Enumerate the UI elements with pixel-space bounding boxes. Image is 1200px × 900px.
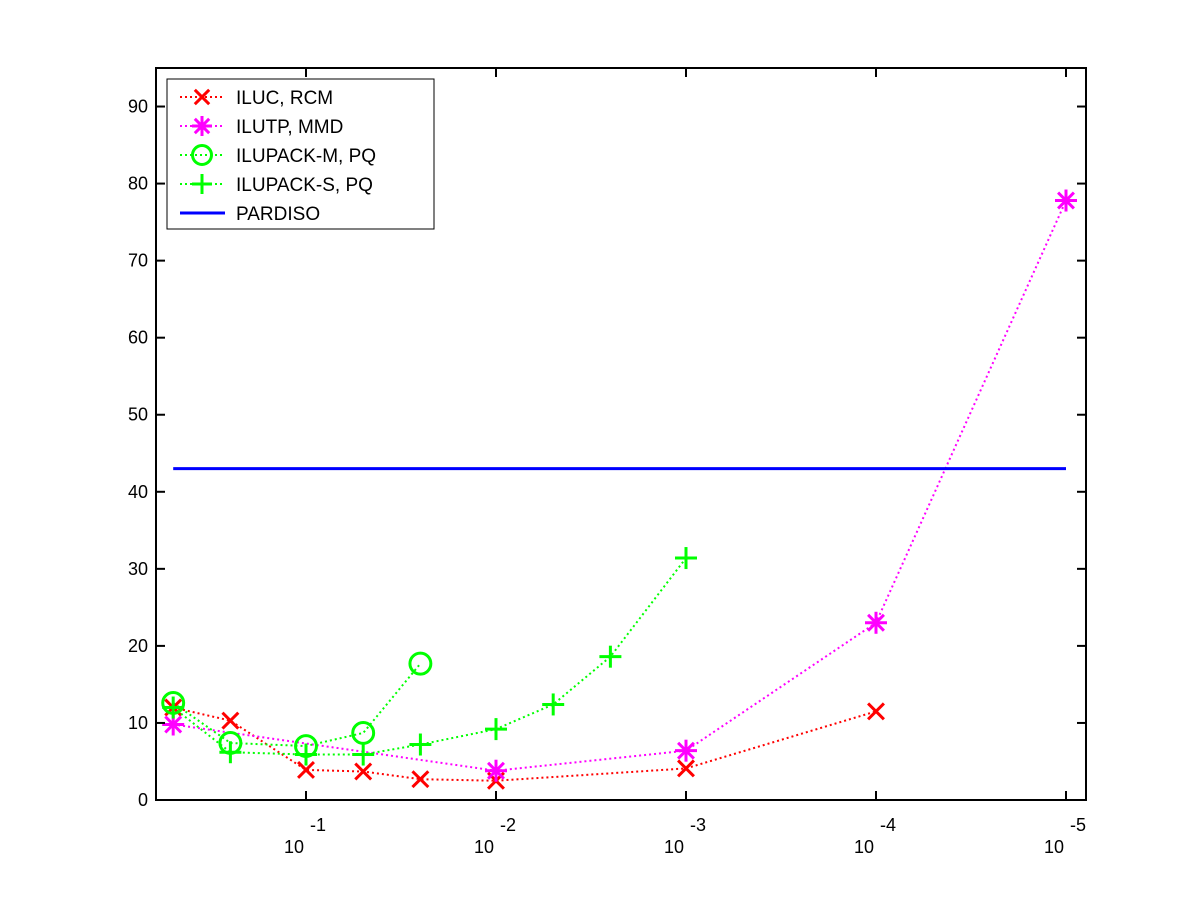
x-tick-base: 10 — [474, 837, 494, 857]
series-iluc-rcm-point-7 — [867, 702, 885, 721]
series-iluc-rcm-point-3 — [354, 762, 373, 781]
series-ilutp-mmd-point-1 — [485, 759, 507, 782]
series-ilupack-s-pq-point-0 — [162, 696, 185, 719]
series-ilupack-m-pq-point-3 — [351, 721, 376, 745]
series-ilupack-s-pq-point-2 — [295, 743, 317, 766]
series-ilupack-s-pq — [162, 547, 697, 766]
legend-entry: ILUTP, MMD — [180, 116, 343, 138]
y-tick-label: 90 — [128, 97, 148, 117]
legend-marker — [192, 174, 212, 194]
x-tick-label: 10 -4 — [854, 815, 896, 857]
legend-label: ILUTP, MMD — [236, 117, 343, 138]
x-tick-base: 10 — [854, 837, 874, 857]
x-tick-base: 10 — [284, 837, 304, 857]
series-ilupack-m-pq-point-4 — [408, 651, 433, 676]
series-iluc-rcm-point-1 — [221, 711, 240, 730]
legend-label: ILUPACK-S, PQ — [236, 175, 373, 196]
legend-marker — [191, 144, 213, 166]
x-tick-base: 10 — [1044, 837, 1064, 857]
x-tick-base: 10 — [664, 837, 684, 857]
y-tick-label: 70 — [128, 251, 148, 271]
x-tick-exponent: -4 — [880, 815, 896, 835]
series-ilutp-mmd-point-4 — [1055, 189, 1077, 212]
series-ilutp-mmd-point-3 — [865, 611, 887, 634]
legend-label: ILUC, RCM — [236, 88, 333, 109]
x-tick-label: 10 -5 — [1044, 815, 1086, 857]
series-ilupack-s-pq-point-7 — [599, 645, 622, 668]
x-tick-exponent: -3 — [690, 815, 706, 835]
legend-label: PARDISO — [236, 204, 320, 225]
y-tick-label: 60 — [128, 328, 148, 348]
legend-entry: ILUPACK-S, PQ — [180, 174, 373, 196]
series-ilutp-mmd — [162, 189, 1077, 782]
y-tick-label: 50 — [128, 405, 148, 425]
x-tick-label: 10 -3 — [664, 815, 706, 857]
series-ilupack-s-pq-point-6 — [542, 693, 565, 716]
series-ilupack-s-pq-point-1 — [219, 741, 242, 764]
axes-layer: 0 10 20 30 40 50 60 70 80 90 10 -1 10 -2 10 -3 10 -4 10 -5 — [128, 67, 1087, 857]
x-tick-exponent: -1 — [310, 815, 326, 835]
legend-entry: PARDISO — [180, 204, 320, 225]
legend-entry: ILUC, RCM — [180, 88, 333, 109]
x-tick-exponent: -2 — [500, 815, 516, 835]
series-ilutp-mmd-line — [173, 200, 1067, 772]
series-ilupack-s-pq-point-5 — [485, 718, 507, 741]
series-iluc-rcm-line — [172, 706, 877, 782]
series-iluc-rcm-point-4 — [411, 770, 430, 789]
y-tick-label: 80 — [128, 174, 148, 194]
series-ilutp-mmd-point-2 — [675, 739, 697, 762]
x-tick-label: 10 -1 — [284, 815, 326, 857]
series-iluc-rcm-point-6 — [677, 759, 695, 778]
y-tick-label: 40 — [128, 482, 148, 502]
series-ilupack-s-pq-point-4 — [409, 733, 432, 756]
legend-entry: ILUPACK-M, PQ — [180, 144, 376, 167]
series-ilupack-s-pq-point-3 — [352, 743, 375, 766]
y-tick-label: 20 — [128, 636, 148, 656]
legend-label: ILUPACK-M, PQ — [236, 146, 376, 167]
legend: ILUC, RCM ILUTP, MMD ILUPACK-M, PQ ILUPACK-… — [166, 78, 435, 230]
x-tick-exponent: -5 — [1070, 815, 1086, 835]
y-tick-label: 0 — [138, 790, 148, 810]
y-tick-label: 30 — [128, 559, 148, 579]
legend-marker — [193, 88, 211, 106]
legend-marker — [192, 116, 212, 136]
y-tick-label: 10 — [128, 713, 148, 733]
series-layer — [161, 189, 1077, 790]
series-ilupack-s-pq-point-8 — [675, 547, 697, 570]
series-iluc-rcm-point-2 — [297, 760, 315, 779]
plot-frame — [155, 67, 1087, 801]
x-tick-label: 10 -2 — [474, 815, 516, 857]
